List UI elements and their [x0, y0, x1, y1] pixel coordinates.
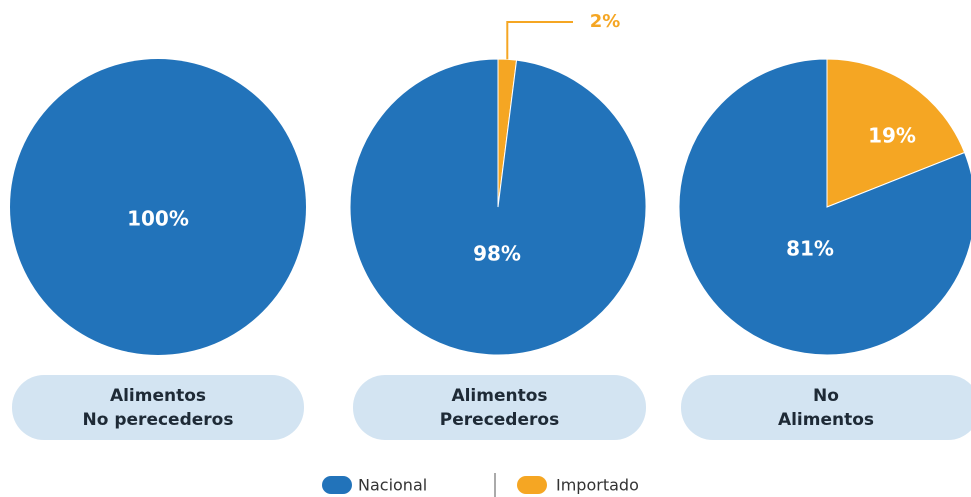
data-label: 2%: [590, 11, 621, 32]
title-box: [353, 375, 646, 440]
callout-line: [506, 21, 573, 60]
data-label: 100%: [127, 207, 189, 231]
chart-title: No perecederos: [83, 410, 234, 430]
pie-slice: [826, 58, 966, 208]
legend-label: Nacional: [358, 476, 427, 495]
chart-title: Perecederos: [440, 410, 559, 430]
legend-swatch: [322, 476, 352, 494]
data-label: 19%: [868, 124, 916, 148]
legend-label: Importado: [556, 476, 639, 495]
data-label: 98%: [473, 242, 521, 266]
legend-swatch: [517, 476, 547, 494]
chart-title: No: [813, 386, 839, 406]
pie-slice: [10, 59, 306, 355]
title-box: [12, 375, 304, 440]
data-label: 81%: [786, 237, 834, 261]
title-box: [681, 375, 971, 440]
chart-title: Alimentos: [778, 410, 874, 430]
chart-title: Alimentos: [451, 386, 547, 406]
chart-title: Alimentos: [110, 386, 206, 406]
pie-slice: [678, 58, 971, 356]
pie-slice: [349, 58, 647, 356]
